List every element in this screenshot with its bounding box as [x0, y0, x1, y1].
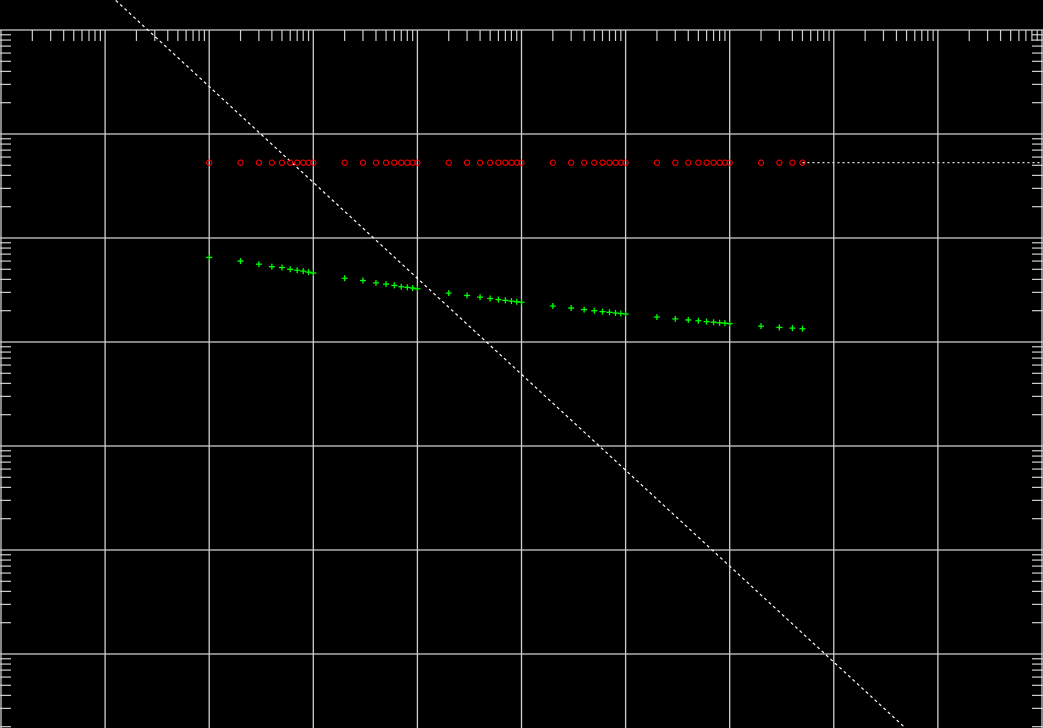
series-1-point	[653, 313, 660, 320]
series-2-point	[495, 159, 502, 166]
series-2-point	[487, 159, 494, 166]
series-2-point	[685, 159, 692, 166]
series-2-point	[726, 159, 733, 166]
series-1-point	[672, 315, 679, 322]
series-2-point	[382, 159, 390, 166]
series-2-point	[710, 159, 717, 166]
series-1-point	[294, 267, 301, 274]
series-2-point	[391, 159, 398, 166]
series-1-point	[398, 283, 405, 290]
series-1-point	[508, 298, 515, 305]
series-2-point	[237, 159, 244, 166]
series-2-point	[653, 159, 661, 166]
series-1-point	[487, 295, 494, 302]
series-2-point	[799, 159, 806, 166]
series-1-point	[268, 263, 275, 270]
series-2-point	[776, 159, 783, 166]
series-1-point	[372, 279, 379, 286]
series-1-point	[758, 323, 765, 330]
series-2-point	[445, 159, 452, 166]
series-1-point	[695, 317, 702, 324]
series-2-point	[341, 159, 348, 166]
series-2-point	[278, 159, 286, 166]
series-1-point	[310, 270, 317, 277]
series-1-point	[502, 297, 509, 304]
series-2-point	[568, 159, 575, 166]
series-2-point	[695, 159, 702, 166]
reference-diagonal-line	[114, 0, 907, 728]
series-1-point	[255, 261, 262, 268]
series-2-point	[703, 159, 710, 166]
series-1-point	[581, 306, 588, 313]
series-2-point	[398, 159, 405, 166]
series-1-point	[776, 324, 783, 331]
series-1-point	[464, 292, 471, 299]
series-1-point	[606, 309, 613, 316]
series-1-point	[287, 266, 294, 273]
series-1-point	[789, 325, 796, 332]
series-2-point	[268, 159, 276, 166]
series-2-point	[310, 159, 317, 166]
series-1-point	[568, 305, 575, 312]
series-2-point	[789, 159, 796, 166]
series-2-point	[359, 159, 367, 166]
series-2-point	[463, 159, 471, 166]
series-1-point	[391, 282, 398, 289]
series-1-point	[383, 281, 390, 288]
series-1-point	[409, 285, 416, 292]
series-2-point	[206, 159, 213, 166]
series-1-point	[799, 325, 806, 332]
series-2-point	[518, 159, 525, 166]
series-1-point	[612, 310, 619, 317]
axis-minor-ticks	[0, 30, 1043, 728]
series-1-point	[716, 319, 723, 326]
series-1-point	[237, 258, 244, 265]
series-2-point	[287, 159, 294, 166]
series-1-point	[591, 307, 598, 314]
series-2-point	[294, 159, 301, 166]
series-1-point	[300, 268, 307, 275]
series-1-point	[685, 316, 692, 323]
data-series	[206, 159, 806, 332]
series-1-point	[549, 302, 556, 309]
series-1-point	[278, 264, 285, 271]
series-1-point	[445, 290, 452, 297]
series-2-point	[476, 159, 484, 166]
series-2-point	[581, 159, 588, 166]
series-2-point	[255, 159, 263, 166]
series-1-point	[305, 269, 312, 276]
series-1-point	[703, 318, 710, 325]
series-1-point	[414, 285, 421, 292]
series-1-point	[726, 320, 733, 327]
series-2-point	[372, 159, 380, 166]
series-2-point	[606, 159, 613, 166]
grid-lines	[0, 29, 1043, 728]
series-1-point	[206, 254, 213, 261]
series-1-point	[495, 296, 502, 303]
series-2-point	[599, 159, 606, 166]
series-1-point	[359, 277, 366, 284]
series-2-point	[549, 159, 556, 166]
series-2-point	[591, 159, 598, 166]
series-2-point	[502, 159, 509, 166]
series-1-point	[477, 294, 484, 301]
series-1-point	[599, 308, 606, 315]
series-2-point	[414, 159, 421, 166]
series-1-point	[710, 319, 717, 326]
series-2-point	[757, 159, 765, 166]
series-1-point	[622, 310, 629, 317]
series-1-point	[518, 299, 525, 306]
series-2-point	[672, 159, 679, 166]
series-1-point	[341, 275, 348, 282]
series-1-point	[404, 284, 411, 291]
series-2-point	[622, 159, 629, 166]
